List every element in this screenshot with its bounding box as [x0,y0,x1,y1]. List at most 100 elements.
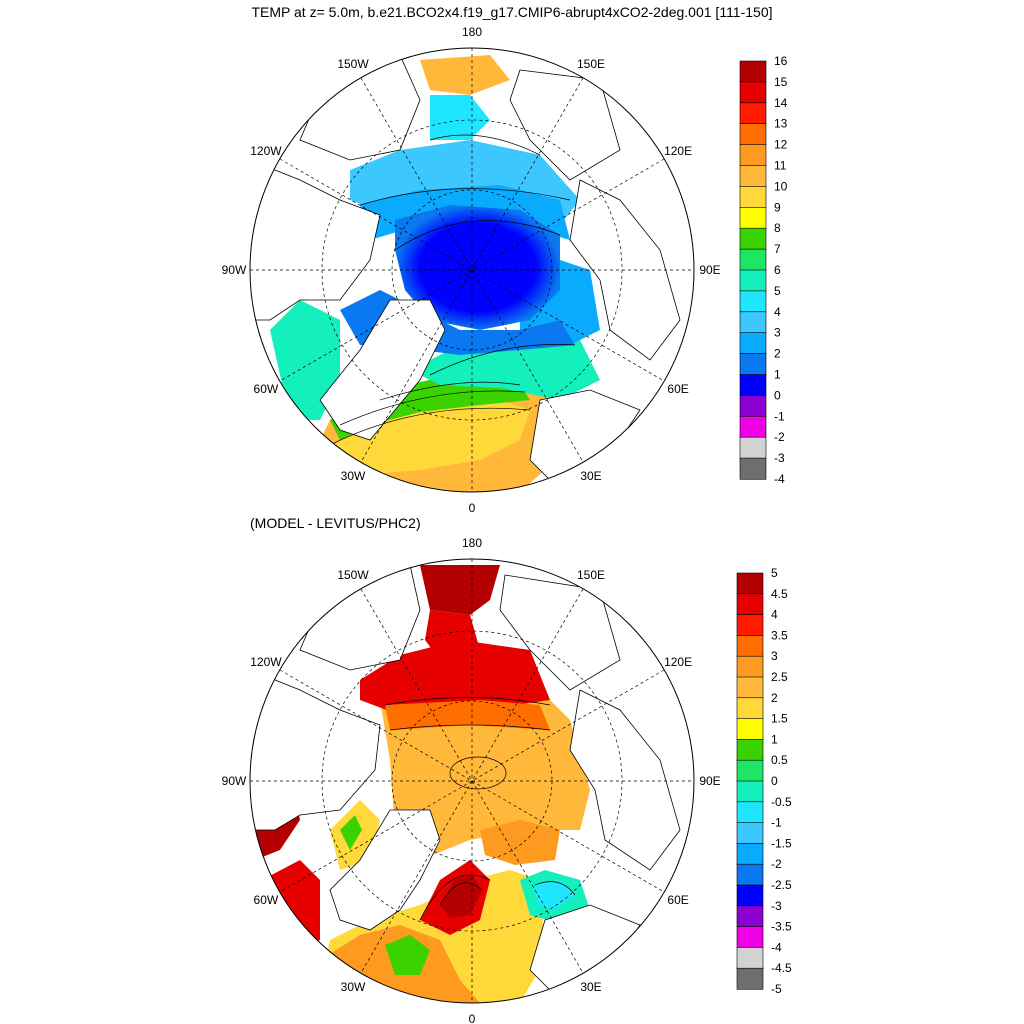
colorbar-tick-label: 1.5 [771,712,788,726]
colorbar-tick-label: 1 [774,368,781,382]
bering-region [420,565,500,615]
labrador-region [270,300,340,420]
longitude-label: 150E [577,57,605,71]
colorbar-swatch [736,780,764,803]
colorbar-swatch [736,697,764,720]
longitude-label: 120E [664,655,692,669]
colorbar-tick-label: -3 [771,899,782,913]
colorbar-tick-label: 7 [774,242,781,256]
canada-land [250,159,381,321]
colorbar-swatch [736,947,764,969]
longitude-label: 60E [667,893,688,907]
longitude-label: 180 [462,536,482,550]
colorbar-tick-label: 4 [771,608,778,622]
colorbar-tick-label: -2 [774,430,785,444]
colorbar-swatch [736,635,764,657]
chukchi-region [430,95,490,140]
colorbar-swatch [739,102,767,125]
central-arctic-region [395,205,560,330]
colorbar-swatch [739,60,767,83]
longitude-label: 30E [580,469,601,483]
colorbar-swatch [736,718,764,740]
bering-region [420,55,510,95]
pacific-sector-region [360,640,550,715]
longitude-label: 120W [250,655,282,669]
colorbar-tick-label: 12 [774,138,788,152]
colorbar-tick-label: 0.5 [771,753,788,767]
colorbar-swatch [736,614,764,636]
colorbar-tick-label: -3 [774,451,785,465]
colorbar-swatch [739,227,767,250]
colorbar-tick-label: -2.5 [771,878,792,892]
colorbar-swatch [739,395,767,417]
colorbar-tick-label: 8 [774,221,781,235]
colorbar-tick-label: 0 [774,388,781,402]
colorbar-swatch [736,863,764,886]
colorbar-tick-label: -3.5 [771,920,792,934]
longitude-label: 30E [580,980,601,994]
colorbar-tick-label: -4 [774,472,785,486]
colorbar-swatch [739,415,767,438]
colorbar-swatch [739,457,767,480]
colorbar-swatch [736,801,764,824]
longitude-label: 90W [222,263,247,277]
longitude-label: 90E [699,774,720,788]
colorbar-tick-label: -1.5 [771,836,792,850]
colorbar-swatch [736,884,764,907]
canada-land [250,669,381,831]
longitude-label: 0 [469,501,476,515]
colorbar-swatch [736,905,764,928]
colorbar-swatch [736,572,764,595]
colorbar-swatch [736,655,764,678]
iceland-region [385,935,430,975]
colorbar-tick-label: 9 [774,200,781,214]
longitude-label: 90W [222,774,247,788]
colorbar-tick-label: -4 [771,940,782,954]
colorbar-tick-label: 6 [774,263,781,277]
barents-core [535,880,575,910]
colorbar-tick-label: 3 [771,649,778,663]
colorbar-tick-label: -1 [774,409,785,423]
colorbar-tick-label: 5 [771,566,778,580]
colorbar-tick-label: -2 [771,857,782,871]
colorbar-tick-label: 3 [774,326,781,340]
colorbar-tick-label: -1 [771,816,782,830]
colorbar-swatch [736,926,764,948]
longitude-label: 150E [577,568,605,582]
colorbar-tick-label: 10 [774,179,788,193]
beaufort-region [385,700,550,730]
longitude-label: 180 [462,25,482,39]
longitude-label: 150W [337,57,369,71]
greenland [329,809,441,931]
north-atlantic-warm-core [330,400,530,475]
temp-map [249,47,695,493]
colorbar-tick-label: 4 [774,305,781,319]
longitude-labels: 180 150E 120E 90E 60E 30E 0 30W 60W 90W 120W 150W [222,25,721,515]
colorbar-swatch [736,822,764,844]
longitude-label: 30W [341,980,366,994]
longitude-label: 120E [664,144,692,158]
colorbar-swatch [739,207,767,229]
colorbar-tick-label: -0.5 [771,795,792,809]
chukchi-region [425,610,480,660]
graticule [250,48,694,492]
contour-lines [384,697,576,921]
colorbar-tick-label: 4.5 [771,587,788,601]
colorbar-tick-label: -4.5 [771,961,792,975]
greenland [319,299,446,441]
graticule [250,559,694,1003]
colorbar-tick-label: 3.5 [771,628,788,642]
colorbar-swatch [736,967,764,990]
colorbar-tick-label: 16 [774,54,788,68]
east-greenland-core [440,875,482,918]
colorbar-tick-label: -5 [771,982,782,996]
colorbar-swatch [739,332,767,355]
longitude-label: 120W [250,144,282,158]
kara-region [480,820,560,865]
colorbar-tick-label: 5 [774,284,781,298]
longitude-label: 60E [667,382,688,396]
anomaly-map [249,558,695,1004]
colorbar-swatch [739,290,767,313]
colorbar-swatch [739,311,767,334]
